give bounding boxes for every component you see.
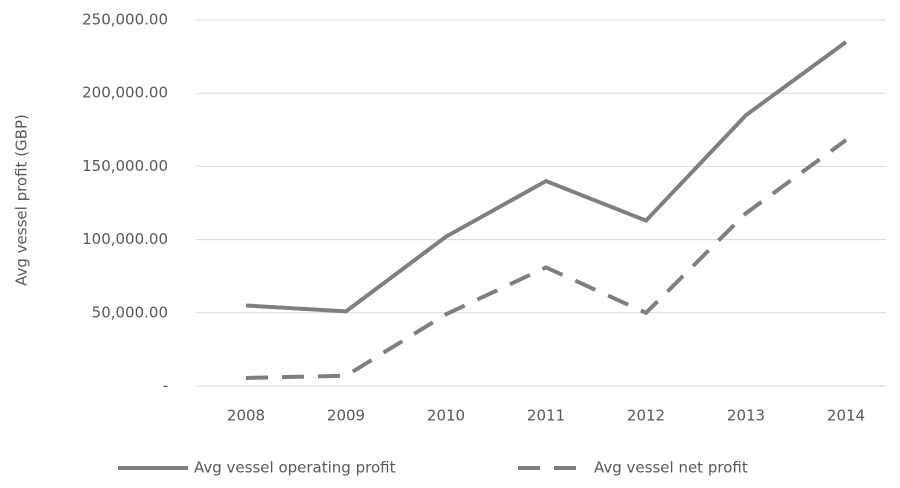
y-tick-label: - xyxy=(163,377,168,395)
y-tick-label: 100,000.00 xyxy=(82,230,168,248)
y-tick-label: 250,000.00 xyxy=(82,11,168,29)
y-tick-label: 50,000.00 xyxy=(92,303,168,321)
line-series xyxy=(245,138,848,380)
x-tick-label: 2010 xyxy=(427,407,465,425)
legend-label: Avg vessel operating profit xyxy=(194,459,396,477)
y-axis-label: Avg vessel profit (GBP) xyxy=(13,114,31,286)
x-tick-label: 2008 xyxy=(227,407,265,425)
x-tick-label: 2009 xyxy=(327,407,365,425)
y-tick-label: 150,000.00 xyxy=(82,157,168,175)
legend-label: Avg vessel net profit xyxy=(594,459,748,477)
line-series xyxy=(245,40,848,314)
x-tick-label: 2014 xyxy=(827,407,865,425)
x-tick-label: 2013 xyxy=(727,407,765,425)
y-tick-label: 200,000.00 xyxy=(82,84,168,102)
x-tick-label: 2011 xyxy=(527,407,565,425)
x-tick-label: 2012 xyxy=(627,407,665,425)
